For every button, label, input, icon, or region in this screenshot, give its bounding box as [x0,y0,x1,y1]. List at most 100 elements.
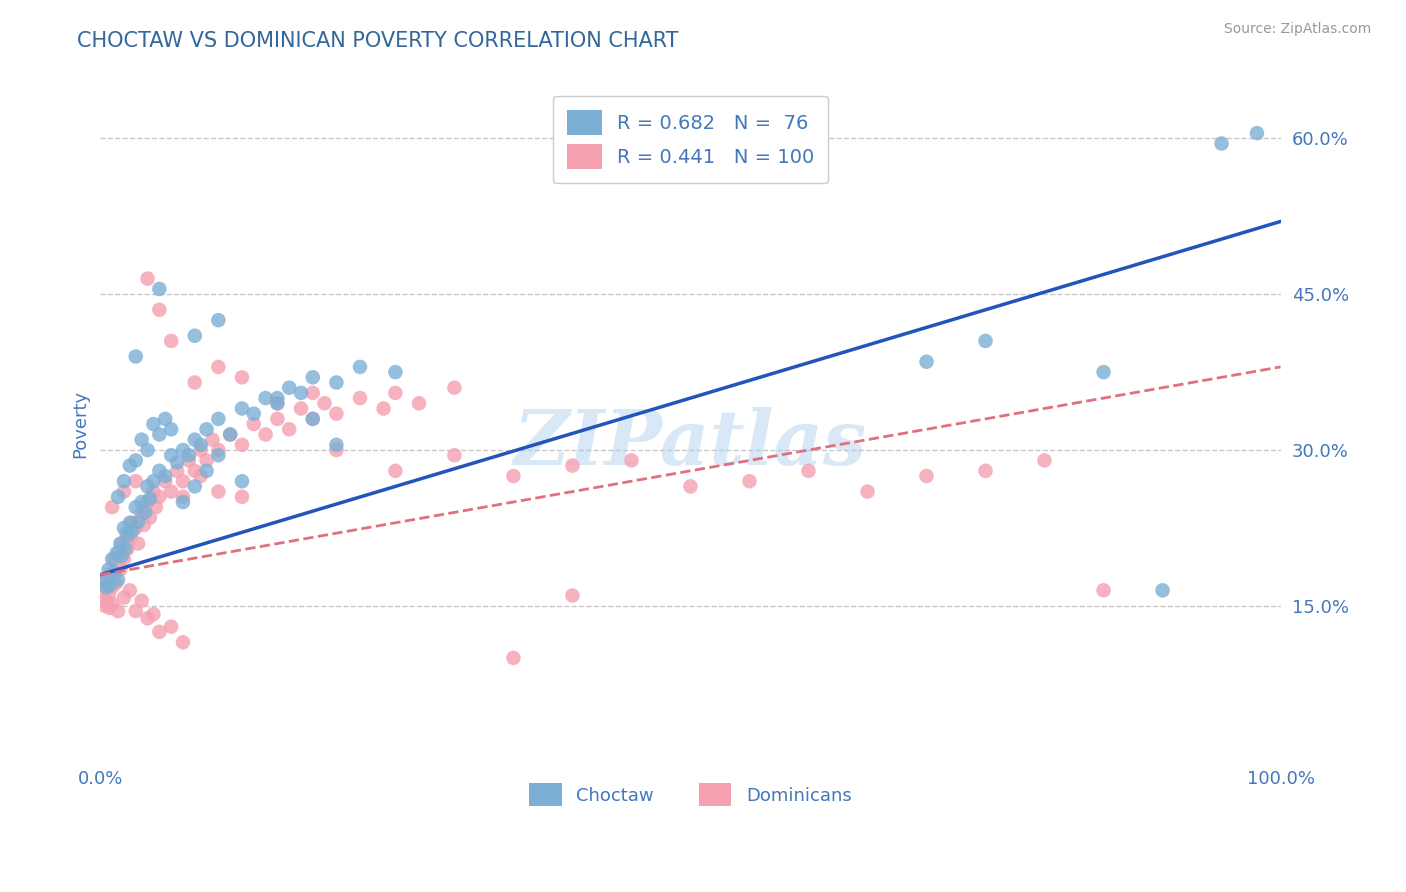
Point [118,532,141,546]
Point [231,401,253,416]
Point [134,505,156,519]
Point [190,438,212,452]
Point [384,385,406,400]
Point [103,566,125,580]
Point [231,490,253,504]
Point [127,515,149,529]
Point [184,376,207,390]
Point [98,578,121,592]
Point [101,500,124,515]
Point [797,464,820,478]
Point [219,427,242,442]
Point [142,474,165,488]
Point [195,464,218,478]
Point [242,417,264,431]
Point [98,601,121,615]
Point [231,474,253,488]
Point [155,469,177,483]
Point [620,453,643,467]
Point [96,593,118,607]
Point [101,580,124,594]
Point [139,491,162,506]
Point [201,433,224,447]
Point [160,334,183,348]
Point [184,433,207,447]
Point [219,427,242,442]
Text: CHOCTAW VS DOMINICAN POVERTY CORRELATION CHART: CHOCTAW VS DOMINICAN POVERTY CORRELATION… [77,31,679,51]
Point [1033,453,1056,467]
Legend: Choctaw, Dominicans: Choctaw, Dominicans [522,776,859,814]
Point [132,517,155,532]
Point [148,427,170,442]
Point [184,328,207,343]
Point [290,385,312,400]
Point [207,313,229,327]
Point [136,479,159,493]
Point [561,589,583,603]
Point [101,597,124,611]
Point [325,438,347,452]
Point [112,474,135,488]
Point [177,453,200,467]
Point [301,370,323,384]
Point [207,359,229,374]
Point [148,624,170,639]
Y-axis label: Poverty: Poverty [72,390,89,458]
Point [118,583,141,598]
Point [148,490,170,504]
Point [142,484,165,499]
Point [1092,365,1115,379]
Point [136,443,159,458]
Point [190,443,212,458]
Point [166,464,188,478]
Point [160,620,183,634]
Point [290,401,312,416]
Point [195,422,218,436]
Point [301,412,323,426]
Point [502,651,524,665]
Point [301,412,323,426]
Point [125,350,148,364]
Point [172,635,194,649]
Point [155,412,177,426]
Point [207,448,229,462]
Point [974,334,997,348]
Point [104,576,127,591]
Point [1246,126,1268,140]
Point [231,370,253,384]
Point [107,573,129,587]
Point [242,407,264,421]
Point [856,484,879,499]
Point [207,484,229,499]
Point [131,593,153,607]
Point [125,500,148,515]
Point [121,516,143,530]
Point [96,573,118,587]
Point [93,576,115,591]
Point [101,552,124,566]
Point [131,433,153,447]
Point [155,474,177,488]
Point [915,355,938,369]
Point [314,396,336,410]
Point [172,474,194,488]
Point [117,541,139,556]
Text: Source: ZipAtlas.com: Source: ZipAtlas.com [1223,22,1371,37]
Point [207,443,229,458]
Point [91,583,114,598]
Point [118,458,141,473]
Point [110,549,132,563]
Point [184,464,207,478]
Point [145,500,167,515]
Point [278,381,301,395]
Point [112,591,135,605]
Point [160,448,183,462]
Point [160,484,183,499]
Point [97,562,120,576]
Point [443,381,465,395]
Point [148,302,170,317]
Point [114,541,136,556]
Point [107,547,129,561]
Point [384,464,406,478]
Point [136,271,159,285]
